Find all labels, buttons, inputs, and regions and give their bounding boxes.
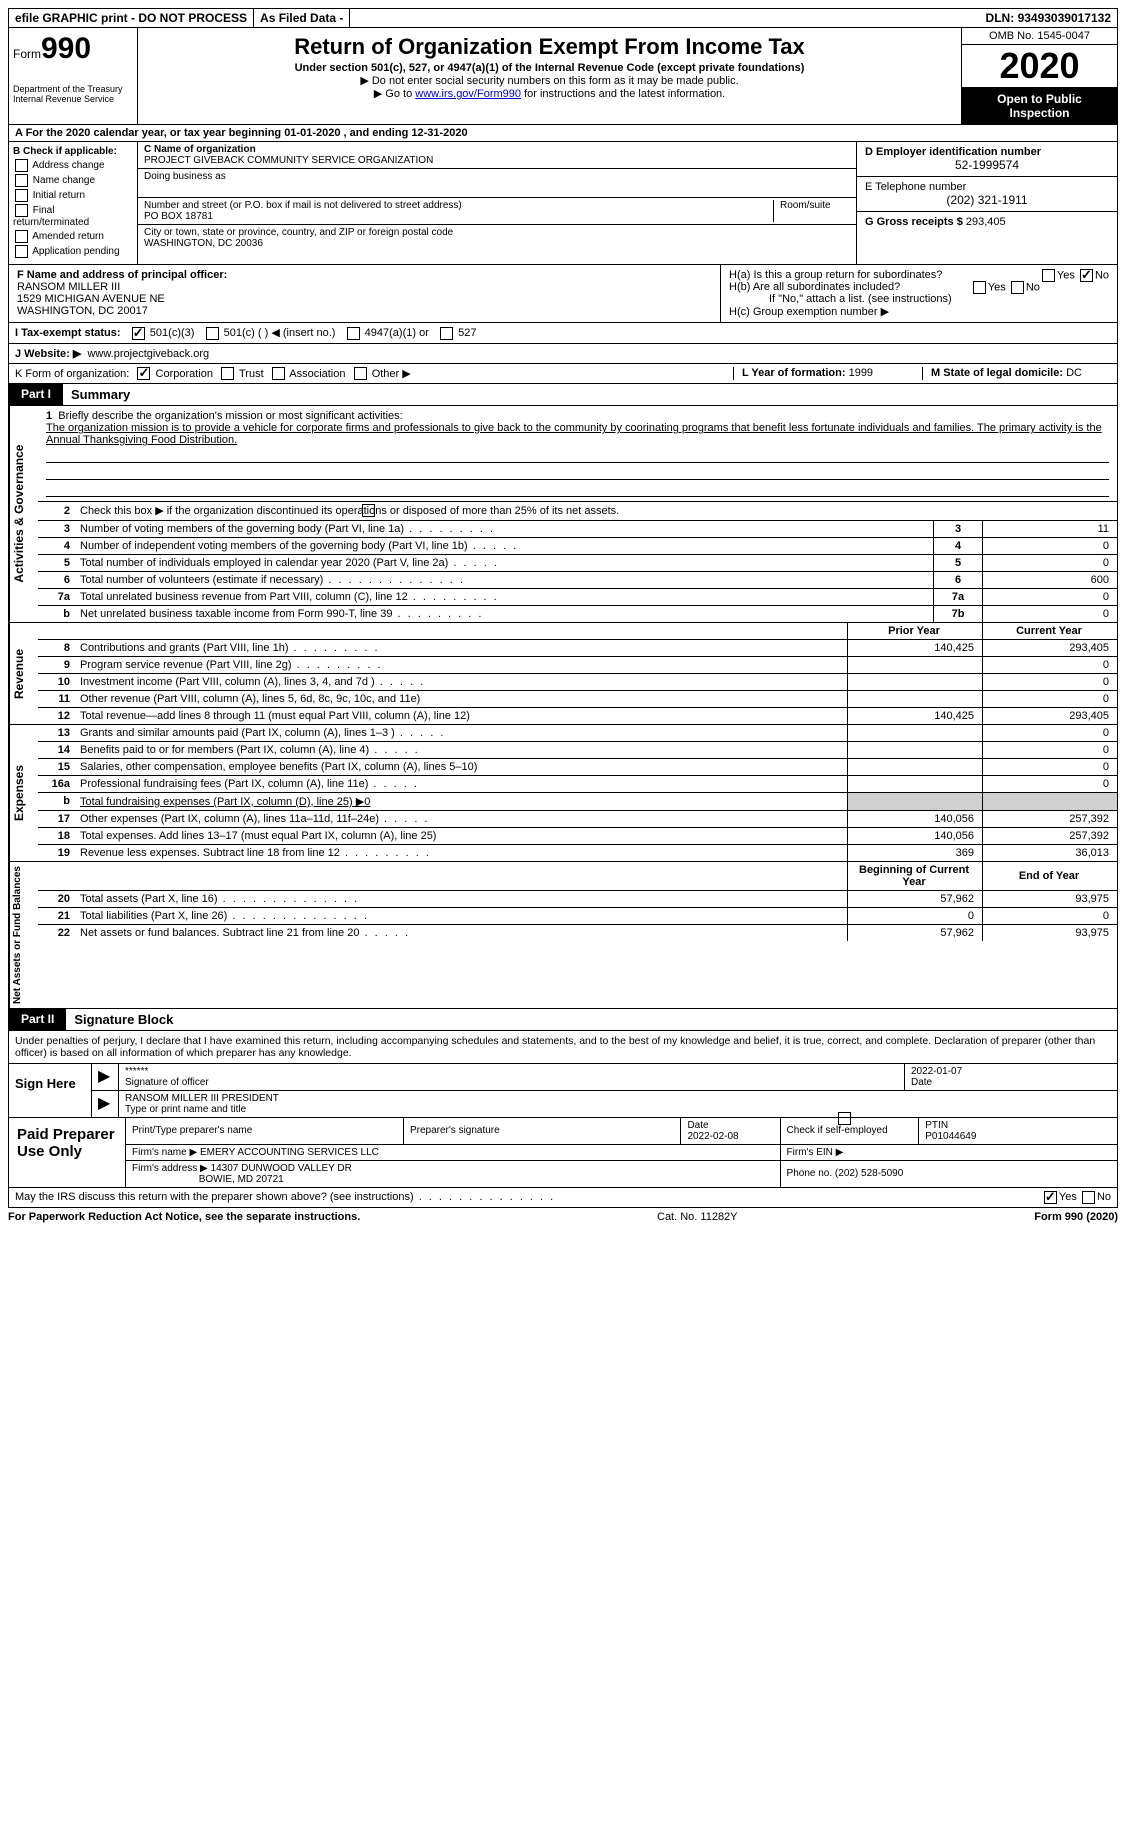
chk-discuss-yes[interactable] bbox=[1044, 1191, 1057, 1204]
chk-address-change[interactable]: Address change bbox=[13, 159, 133, 172]
chk-527[interactable] bbox=[440, 327, 453, 340]
chk-other[interactable] bbox=[354, 367, 367, 380]
dln: DLN: 93493039017132 bbox=[980, 9, 1117, 27]
chk-trust[interactable] bbox=[221, 367, 234, 380]
footer: For Paperwork Reduction Act Notice, see … bbox=[8, 1208, 1118, 1226]
revenue-section: Revenue Prior YearCurrent Year 8Contribu… bbox=[8, 623, 1118, 725]
discuss-row: May the IRS discuss this return with the… bbox=[8, 1188, 1118, 1208]
sign-here-block: Sign Here ▶ ****** Signature of officer … bbox=[8, 1064, 1118, 1118]
governance-lines: 2Check this box ▶ if the organization di… bbox=[38, 501, 1117, 622]
net-assets-section: Net Assets or Fund Balances Beginning of… bbox=[8, 862, 1118, 1009]
paid-preparer-block: Paid Preparer Use Only Print/Type prepar… bbox=[8, 1118, 1118, 1188]
chk-final-return[interactable]: Final return/terminated bbox=[13, 204, 133, 228]
org-city: WASHINGTON, DC 20036 bbox=[144, 238, 263, 249]
chk-app-pending[interactable]: Application pending bbox=[13, 245, 133, 258]
chk-initial-return[interactable]: Initial return bbox=[13, 189, 133, 202]
omb-number: OMB No. 1545-0047 bbox=[962, 28, 1117, 45]
chk-assoc[interactable] bbox=[272, 367, 285, 380]
org-address: PO BOX 18781 bbox=[144, 211, 213, 222]
gross-receipts: 293,405 bbox=[966, 216, 1006, 228]
top-bar: efile GRAPHIC print - DO NOT PROCESS As … bbox=[8, 8, 1118, 28]
firm-name: EMERY ACCOUNTING SERVICES LLC bbox=[200, 1147, 379, 1158]
officer-name: RANSOM MILLER III PRESIDENT bbox=[125, 1093, 279, 1104]
row-i-tax-status: I Tax-exempt status: 501(c)(3) 501(c) ( … bbox=[8, 323, 1118, 344]
website: www.projectgiveback.org bbox=[87, 348, 209, 360]
tax-year: 2020 bbox=[962, 45, 1117, 88]
chk-501c[interactable] bbox=[206, 327, 219, 340]
chk-corp[interactable] bbox=[137, 367, 150, 380]
mission-text: The organization mission is to provide a… bbox=[46, 422, 1102, 446]
row-k-form-org: K Form of organization: Corporation Trus… bbox=[8, 364, 1118, 385]
chk-self-employed[interactable] bbox=[838, 1112, 851, 1125]
chk-name-change[interactable]: Name change bbox=[13, 174, 133, 187]
sign-arrow-icon: ▶ bbox=[92, 1064, 119, 1090]
perjury-statement: Under penalties of perjury, I declare th… bbox=[8, 1031, 1118, 1064]
officer-group-block: F Name and address of principal officer:… bbox=[8, 265, 1118, 323]
chk-amended[interactable]: Amended return bbox=[13, 230, 133, 243]
activities-governance: Activities & Governance 1 Briefly descri… bbox=[8, 406, 1118, 623]
entity-block: B Check if applicable: Address change Na… bbox=[8, 142, 1118, 265]
col-c-org-info: C Name of organization PROJECT GIVEBACK … bbox=[138, 142, 856, 264]
public-inspection: Open to Public Inspection bbox=[962, 88, 1117, 124]
chk-4947[interactable] bbox=[347, 327, 360, 340]
chk-501c3[interactable] bbox=[132, 327, 145, 340]
form-number-box: Form990 Department of the Treasury Inter… bbox=[9, 28, 138, 124]
efile-notice: efile GRAPHIC print - DO NOT PROCESS bbox=[9, 9, 254, 27]
group-return: H(a) Is this a group return for subordin… bbox=[721, 265, 1117, 322]
chk-discuss-no[interactable] bbox=[1082, 1191, 1095, 1204]
ein: 52-1999574 bbox=[865, 158, 1109, 172]
phone: (202) 321-1911 bbox=[865, 193, 1109, 207]
org-name: PROJECT GIVEBACK COMMUNITY SERVICE ORGAN… bbox=[144, 155, 433, 166]
part-i-header: Part I Summary bbox=[8, 384, 1118, 406]
chk-discontinued[interactable] bbox=[362, 504, 375, 517]
part-ii-header: Part II Signature Block bbox=[8, 1009, 1118, 1031]
col-b-checkboxes: B Check if applicable: Address change Na… bbox=[9, 142, 138, 264]
col-d-ein-phone: D Employer identification number 52-1999… bbox=[856, 142, 1117, 264]
header-right: OMB No. 1545-0047 2020 Open to Public In… bbox=[961, 28, 1117, 124]
row-j-website: J Website: ▶ www.projectgiveback.org bbox=[8, 344, 1118, 364]
form-title: Return of Organization Exempt From Incom… bbox=[146, 34, 953, 60]
irs-link[interactable]: www.irs.gov/Form990 bbox=[415, 88, 521, 100]
as-filed: As Filed Data - bbox=[254, 9, 350, 27]
header-center: Return of Organization Exempt From Incom… bbox=[138, 28, 961, 124]
expenses-section: Expenses 13Grants and similar amounts pa… bbox=[8, 725, 1118, 862]
row-a-tax-year: A For the 2020 calendar year, or tax yea… bbox=[8, 125, 1118, 142]
mission-block: 1 Briefly describe the organization's mi… bbox=[38, 406, 1117, 501]
principal-officer: F Name and address of principal officer:… bbox=[9, 265, 721, 322]
sign-arrow-icon: ▶ bbox=[92, 1091, 119, 1117]
form-header: Form990 Department of the Treasury Inter… bbox=[8, 28, 1118, 125]
